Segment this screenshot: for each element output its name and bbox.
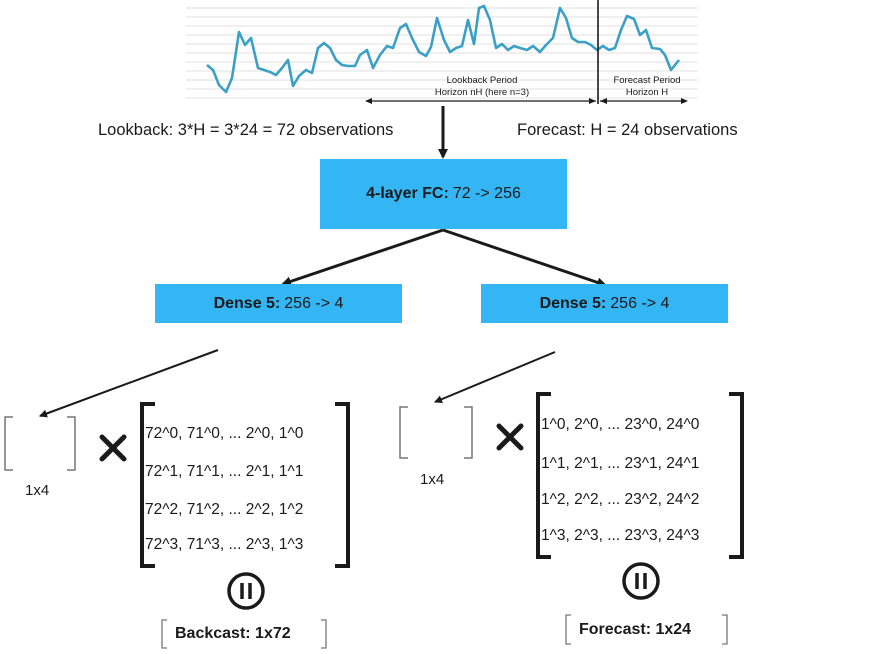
left-matrix-row: 72^1, 71^1, ... 2^1, 1^1 [145, 463, 304, 480]
left-vector-label: 1x4 [25, 482, 50, 499]
lookback-period-line2: Horizon nH (here n=3) [434, 87, 530, 98]
right-matrix-row: 1^2, 2^2, ... 23^2, 24^2 [541, 491, 700, 508]
equals-icon-right [622, 562, 660, 600]
forecast-label: Forecast: H = 24 observations [517, 121, 738, 139]
lookback-period-line1: Lookback Period [446, 75, 518, 86]
backcast-brackets [161, 619, 327, 649]
arrow-fc-to-dense-right [442, 228, 607, 288]
multiply-icon-left [99, 434, 127, 462]
series-line [206, 4, 681, 94]
fc-block-dims: 72 -> 256 [452, 185, 521, 202]
time-series-plot [186, 0, 698, 106]
dense-right-title: Dense 5: [539, 294, 607, 312]
dense-block-left: Dense 5: 256 -> 4 [155, 284, 402, 323]
left-matrix-row: 72^2, 71^2, ... 2^2, 1^2 [145, 501, 304, 518]
arrow-dense-right-to-vector [434, 351, 556, 403]
backcast-output-label: Backcast: 1x72 [175, 625, 291, 642]
multiply-icon-right [496, 423, 524, 451]
lookback-label: Lookback: 3*H = 3*24 = 72 observations [98, 121, 394, 139]
right-matrix-row: 1^0, 2^0, ... 23^0, 24^0 [541, 416, 700, 433]
forecast-period-line2: Horizon H [625, 87, 669, 98]
dense-left-title: Dense 5: [213, 294, 281, 312]
right-matrix-brackets [536, 392, 744, 559]
fc-block: 4-layer FC: 72 -> 256 [320, 159, 567, 229]
left-matrix-brackets [140, 402, 350, 568]
forecast-output-label: Forecast: 1x24 [579, 621, 692, 638]
dense-block-right: Dense 5: 256 -> 4 [481, 284, 728, 323]
forecast-period-label: Forecast Period Horizon H [600, 75, 694, 99]
dense-right-dims: 256 -> 4 [610, 294, 670, 312]
forecast-brackets [565, 614, 728, 645]
fc-block-title: 4-layer FC: [366, 185, 449, 202]
left-matrix-row: 72^3, 71^3, ... 2^3, 1^3 [145, 536, 304, 553]
arrow-dense-left-to-vector [39, 349, 219, 418]
right-matrix-row: 1^3, 2^3, ... 23^3, 24^3 [541, 527, 700, 544]
right-vector-brackets [399, 406, 473, 459]
right-vector-label: 1x4 [420, 471, 445, 488]
left-matrix-row: 72^0, 71^0, ... 2^0, 1^0 [145, 425, 304, 442]
arrow-fc-to-dense-left [281, 228, 444, 287]
left-vector-brackets [4, 416, 76, 471]
equals-icon-left [227, 572, 265, 610]
right-matrix-row: 1^1, 2^1, ... 23^1, 24^1 [541, 455, 700, 472]
dense-left-dims: 256 -> 4 [284, 294, 344, 312]
lookback-period-label: Lookback Period Horizon nH (here n=3) [384, 75, 580, 99]
forecast-period-line1: Forecast Period [613, 75, 681, 86]
